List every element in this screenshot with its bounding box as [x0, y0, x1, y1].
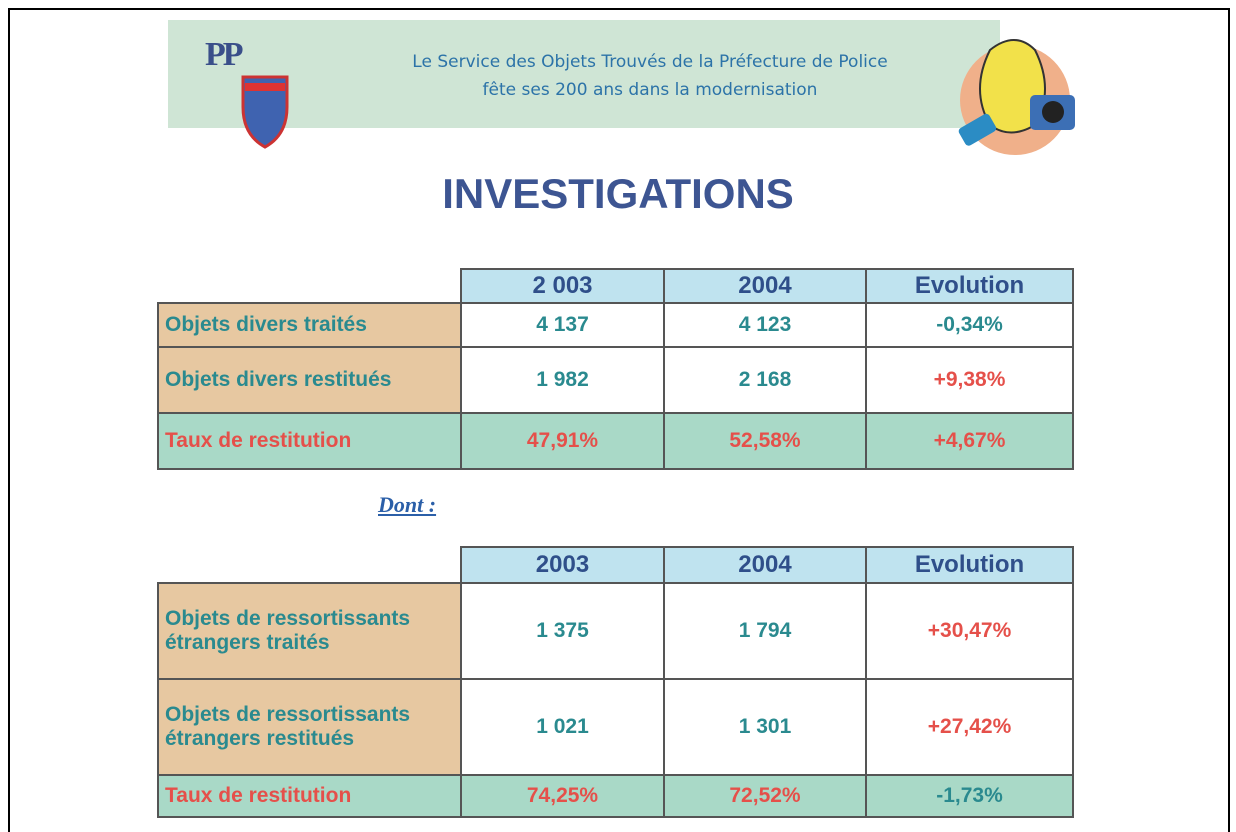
banner-line: fête ses 200 ans dans la modernisation — [482, 80, 818, 100]
table-cell: Objets divers traités — [157, 302, 462, 348]
table-cell: 2003 — [460, 546, 665, 584]
table-cell: 1 794 — [663, 582, 867, 680]
banner-text: Le Service des Objets Trouvés de la Préf… — [340, 48, 960, 104]
table-cell: 1 982 — [460, 346, 665, 414]
table-cell: 52,58% — [663, 412, 867, 470]
banner — [168, 20, 1000, 128]
table-cell: 2004 — [663, 546, 867, 584]
table-cell: Objets de ressortissants étrangers resti… — [157, 678, 462, 776]
frame — [8, 8, 1230, 832]
table-cell: Evolution — [865, 546, 1074, 584]
table-cell: +30,47% — [865, 582, 1074, 680]
objects-illustration — [958, 39, 1075, 155]
table-cell: +9,38% — [865, 346, 1074, 414]
table-cell: 1 301 — [663, 678, 867, 776]
table-cell: Taux de restitution — [157, 774, 462, 818]
table-cell: 4 123 — [663, 302, 867, 348]
table-cell: 2 168 — [663, 346, 867, 414]
table-cell: 1 375 — [460, 582, 665, 680]
table-cell: 1 021 — [460, 678, 665, 776]
table-cell: Objets de ressortissants étrangers trait… — [157, 582, 462, 680]
table-cell: +27,42% — [865, 678, 1074, 776]
table-cell: 72,52% — [663, 774, 867, 818]
table-cell: Evolution — [865, 268, 1074, 304]
logo: PP — [205, 36, 244, 73]
table-cell: Taux de restitution — [157, 412, 462, 470]
table-cell: 74,25% — [460, 774, 665, 818]
title: INVESTIGATIONS — [442, 170, 794, 217]
table-cell: 4 137 — [460, 302, 665, 348]
note: Dont : — [378, 492, 437, 517]
logo-emblem — [241, 75, 289, 149]
table-cell: +4,67% — [865, 412, 1074, 470]
table-cell: -0,34% — [865, 302, 1074, 348]
table-cell: Objets divers restitués — [157, 346, 462, 414]
banner-line: Le Service des Objets Trouvés de la Préf… — [412, 52, 888, 72]
table-cell: 2 003 — [460, 268, 665, 304]
table-cell: 47,91% — [460, 412, 665, 470]
table-cell: -1,73% — [865, 774, 1074, 818]
table-cell: 2004 — [663, 268, 867, 304]
